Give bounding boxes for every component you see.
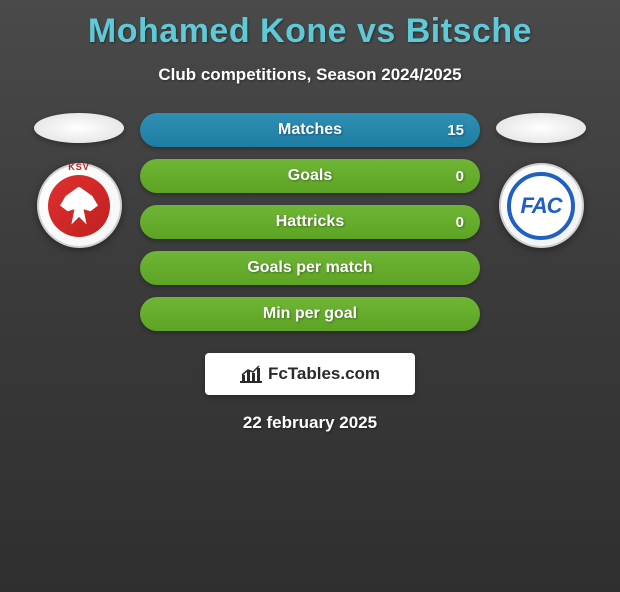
footer-brand-text: FcTables.com [268, 364, 380, 384]
stat-row: Hattricks 0 [140, 205, 480, 239]
stat-right-value: 0 [456, 168, 464, 185]
date-label: 22 february 2025 [0, 413, 620, 433]
right-player-column: FAC [496, 113, 586, 248]
chart-icon [240, 365, 262, 383]
stat-row: Goals 0 [140, 159, 480, 193]
footer-brand-badge: FcTables.com [205, 353, 415, 395]
stat-row: Min per goal [140, 297, 480, 331]
stat-label: Matches [278, 121, 342, 139]
stat-label: Hattricks [276, 213, 344, 231]
left-player-photo [34, 113, 124, 143]
stat-label: Goals per match [247, 259, 372, 277]
stat-row: Goals per match [140, 251, 480, 285]
stats-rows: Matches 15 Goals 0 Hattricks 0 Goals per match… [140, 113, 480, 331]
page-title: Mohamed Kone vs Bitsche [0, 12, 620, 51]
left-badge-label: KSV [39, 162, 120, 172]
right-badge-label: FAC [521, 193, 562, 219]
subtitle: Club competitions, Season 2024/2025 [0, 65, 620, 85]
left-player-column: KSV [34, 113, 124, 248]
right-club-badge: FAC [499, 163, 584, 248]
comparison-layout: KSV Matches 15 Goals 0 Hattricks 0 Goals per m… [0, 113, 620, 331]
stat-right-value: 0 [456, 214, 464, 231]
right-badge-inner: FAC [507, 172, 575, 240]
stat-label: Min per goal [263, 305, 357, 323]
left-badge-inner [48, 175, 110, 237]
left-club-badge: KSV [37, 163, 122, 248]
right-player-photo [496, 113, 586, 143]
eagle-icon [60, 187, 98, 225]
stat-right-value: 15 [447, 122, 464, 139]
stat-label: Goals [288, 167, 332, 185]
stat-row: Matches 15 [140, 113, 480, 147]
